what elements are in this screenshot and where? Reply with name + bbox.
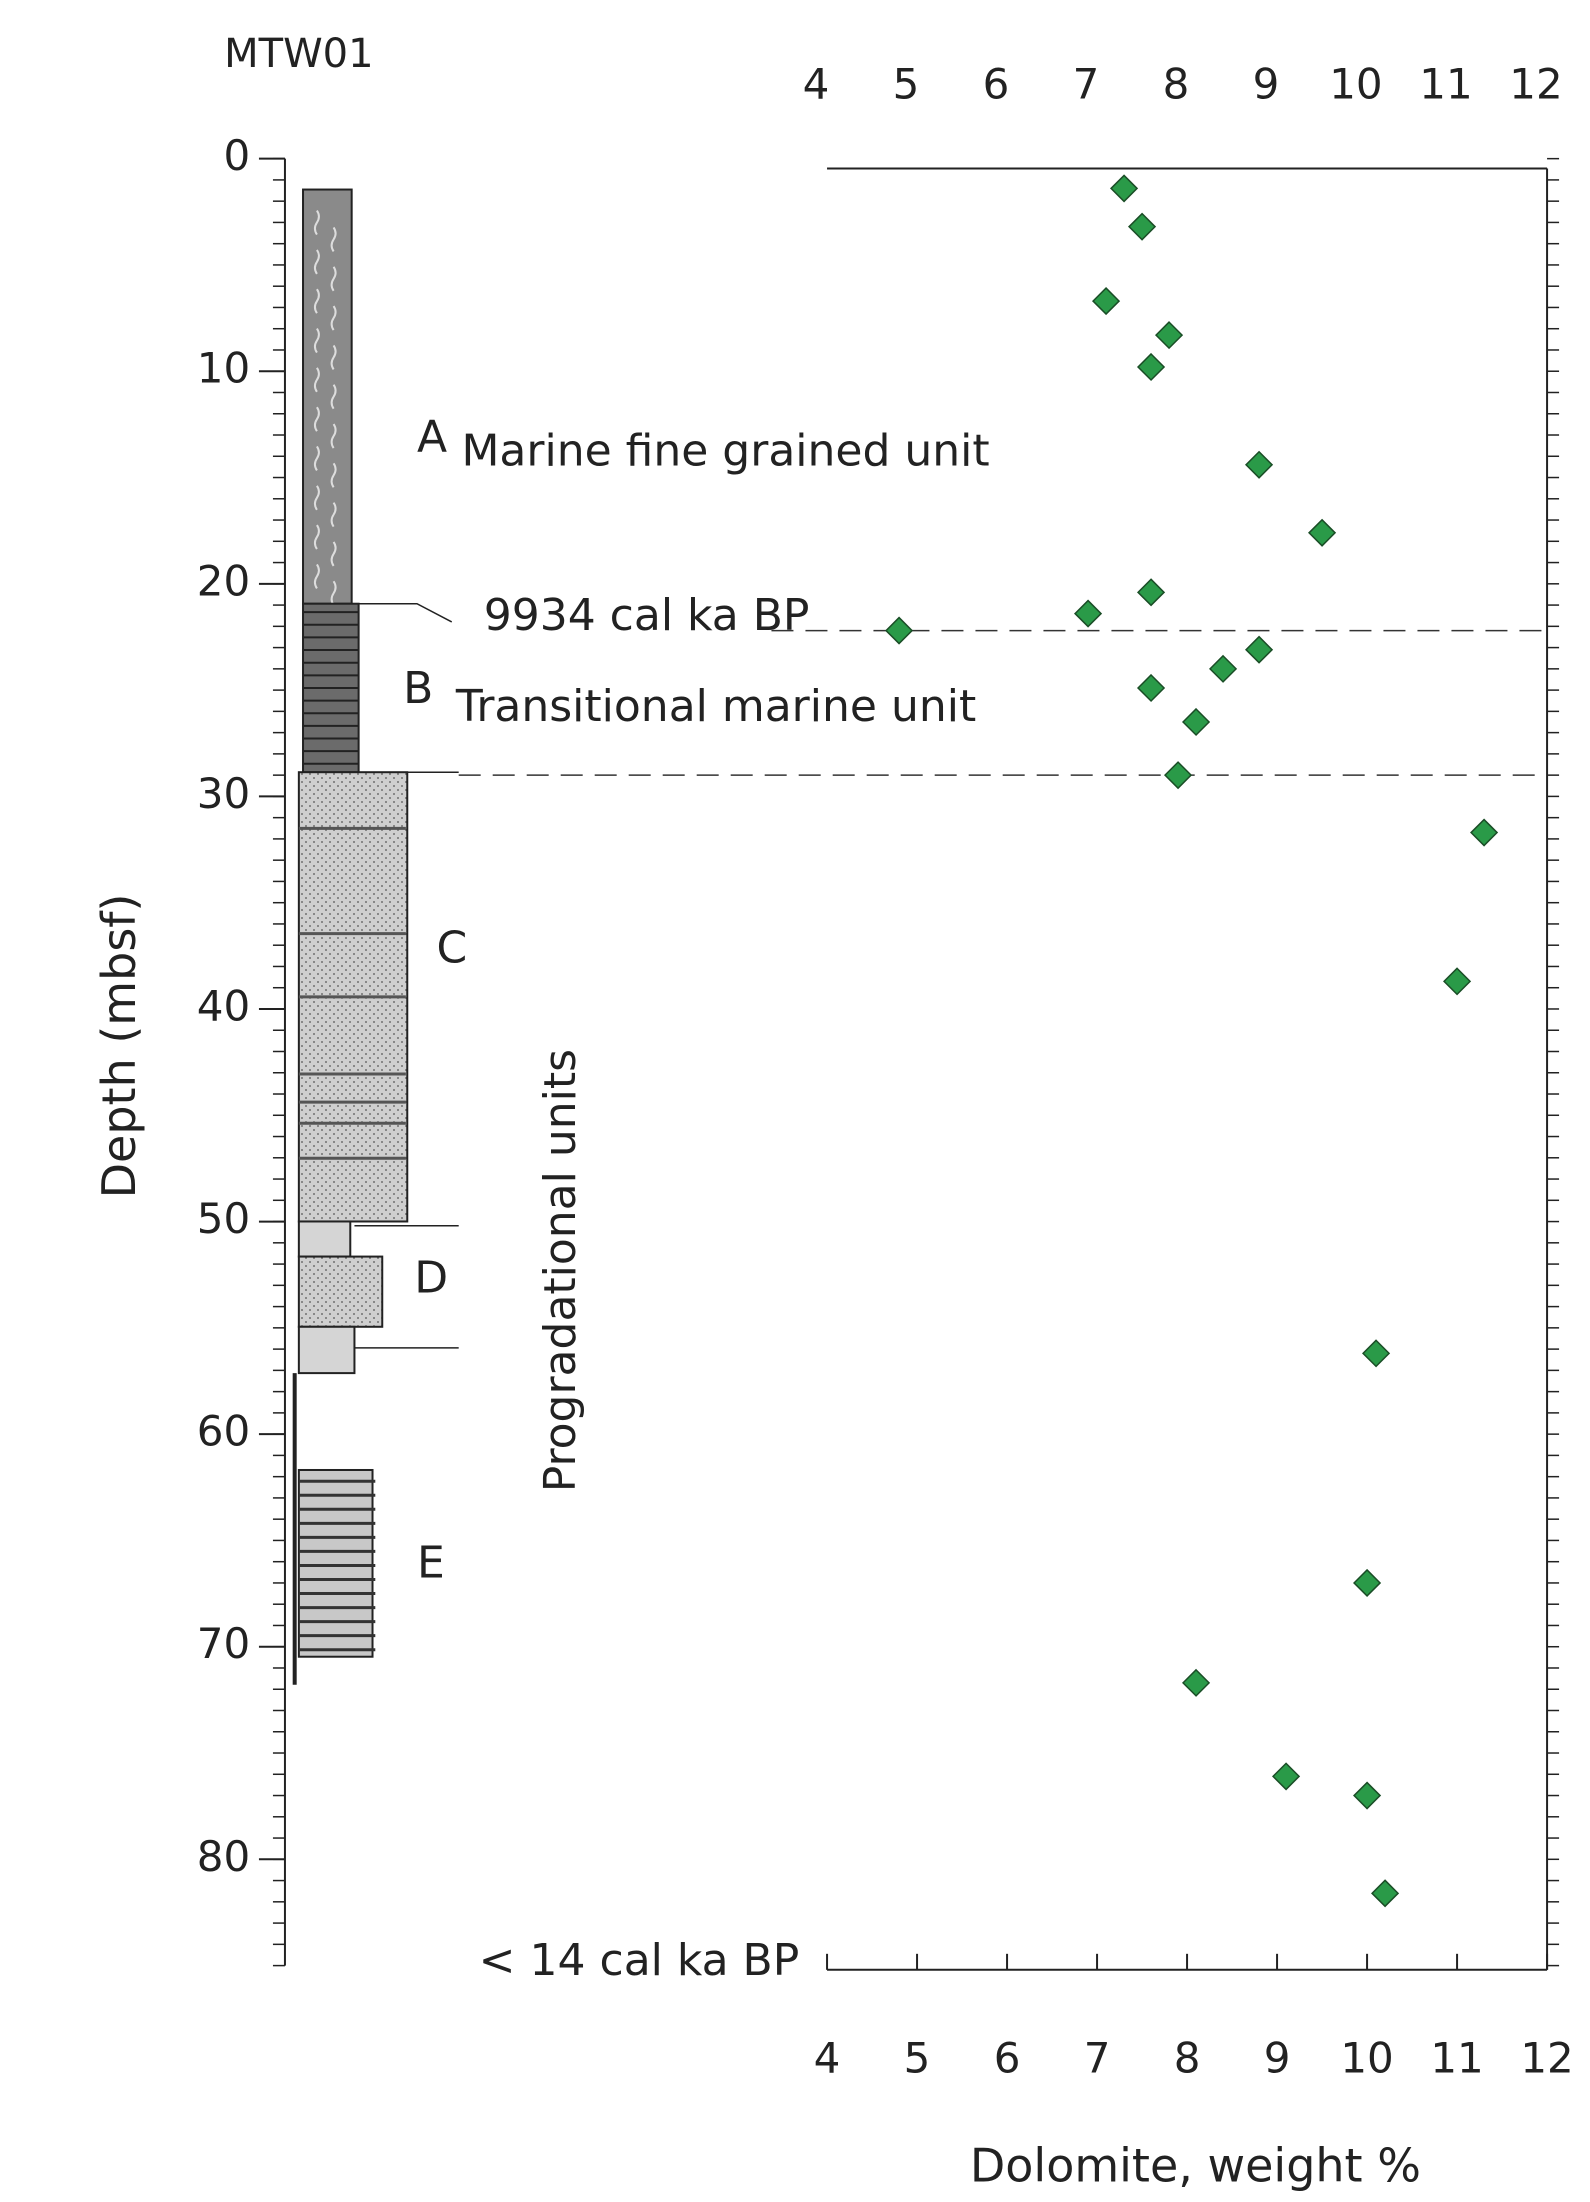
data-point — [1470, 818, 1499, 847]
y-tick-label: 50 — [197, 1194, 250, 1243]
annotation: B — [403, 663, 433, 714]
data-point — [1136, 352, 1166, 382]
data-point — [1352, 1781, 1382, 1810]
litho-wave — [313, 367, 320, 393]
annotation: Marine fine grained unit — [461, 425, 989, 476]
data-point — [1136, 673, 1166, 703]
litho-wave — [330, 344, 337, 370]
data-point — [1307, 518, 1337, 547]
data-point — [1244, 635, 1274, 664]
annotation: 9934 cal ka BP — [484, 590, 810, 641]
litho-wave — [313, 445, 320, 472]
data-point — [1091, 287, 1121, 316]
data-point — [1163, 761, 1193, 790]
x-top-tick-label: 12 — [1509, 60, 1562, 109]
y-tick-label: 80 — [197, 1832, 250, 1881]
y-tick-label: 0 — [223, 131, 250, 180]
y-tick-label: 70 — [197, 1619, 250, 1668]
litho-wave — [330, 266, 337, 292]
litho-layer — [297, 1220, 352, 1258]
leader-line — [354, 602, 453, 623]
y-tick-label: 40 — [197, 981, 250, 1030]
litho-wave — [330, 502, 337, 528]
litho-wave — [330, 580, 337, 606]
x-tick-label: 10 — [1340, 2034, 1393, 2083]
x-tick-label: 5 — [904, 2034, 931, 2083]
data-point — [1136, 578, 1166, 607]
litho-layer — [297, 1325, 356, 1375]
x-tick-label: 7 — [1084, 2034, 1111, 2083]
litho-layer — [302, 188, 353, 605]
data-point — [1271, 1762, 1301, 1791]
annotation: C — [436, 923, 467, 974]
litho-wave — [313, 210, 320, 236]
x-top-tick-label: 4 — [803, 60, 830, 109]
data-point — [1109, 174, 1139, 203]
annotation: Progradational units — [535, 1049, 586, 1492]
x-top-tick-label: 8 — [1163, 60, 1190, 109]
x-top-tick-label: 7 — [1073, 60, 1100, 109]
litho-wave — [330, 384, 337, 410]
litho-wave — [330, 226, 337, 253]
x-tick-label: 4 — [814, 2034, 841, 2083]
x-top-tick-label: 11 — [1419, 60, 1472, 109]
data-point — [1244, 450, 1274, 479]
data-point — [1073, 599, 1103, 628]
x-top-tick-label: 6 — [983, 60, 1010, 109]
data-point — [1208, 654, 1238, 683]
x-tick-label: 11 — [1430, 2034, 1483, 2083]
y-axis-label: Depth (mbsf) — [92, 894, 146, 1199]
x-tick-label: 6 — [994, 2034, 1021, 2083]
y-tick-label: 20 — [197, 556, 250, 605]
litho-wave — [313, 524, 320, 550]
data-point — [1362, 1339, 1391, 1368]
litho-layer — [297, 1468, 374, 1658]
litho-wave — [330, 305, 337, 331]
x-tick-label: 9 — [1264, 2034, 1291, 2083]
x-top-tick-label: 5 — [893, 60, 920, 109]
x-axis-label: Dolomite, weight % — [970, 2139, 1421, 2193]
y-tick-label: 30 — [197, 769, 250, 818]
annotation: Transitional marine unit — [455, 681, 976, 732]
data-point — [1154, 321, 1184, 350]
litho-wave — [313, 563, 320, 589]
annotation: E — [417, 1537, 445, 1588]
litho-layer — [297, 1255, 384, 1328]
annotation: < 14 cal ka BP — [479, 1935, 800, 1986]
litho-wave — [330, 423, 337, 449]
data-point — [1371, 1879, 1400, 1908]
y-tick-label: 10 — [197, 344, 250, 393]
data-point — [1181, 707, 1211, 737]
lithology-column — [292, 188, 409, 1685]
annotation: D — [414, 1252, 448, 1303]
data-point — [1352, 1568, 1382, 1598]
y-tick-label: 60 — [197, 1407, 250, 1456]
chart-title: MTW01 — [224, 31, 373, 77]
x-top-tick-label: 9 — [1253, 60, 1280, 109]
litho-wave — [313, 327, 320, 354]
litho-wave — [330, 541, 337, 567]
data-point — [1181, 1668, 1211, 1697]
data-point — [1443, 967, 1472, 996]
x-tick-label: 12 — [1520, 2034, 1573, 2083]
x-top-tick-label: 10 — [1329, 60, 1382, 109]
data-point — [1127, 212, 1157, 241]
annotation: A — [417, 411, 447, 462]
litho-wave — [313, 288, 320, 314]
data-point — [884, 616, 914, 645]
litho-wave — [330, 462, 337, 488]
litho-wave — [313, 249, 320, 275]
x-tick-label: 8 — [1174, 2034, 1201, 2083]
litho-wave — [313, 485, 320, 511]
litho-wave — [313, 406, 320, 432]
